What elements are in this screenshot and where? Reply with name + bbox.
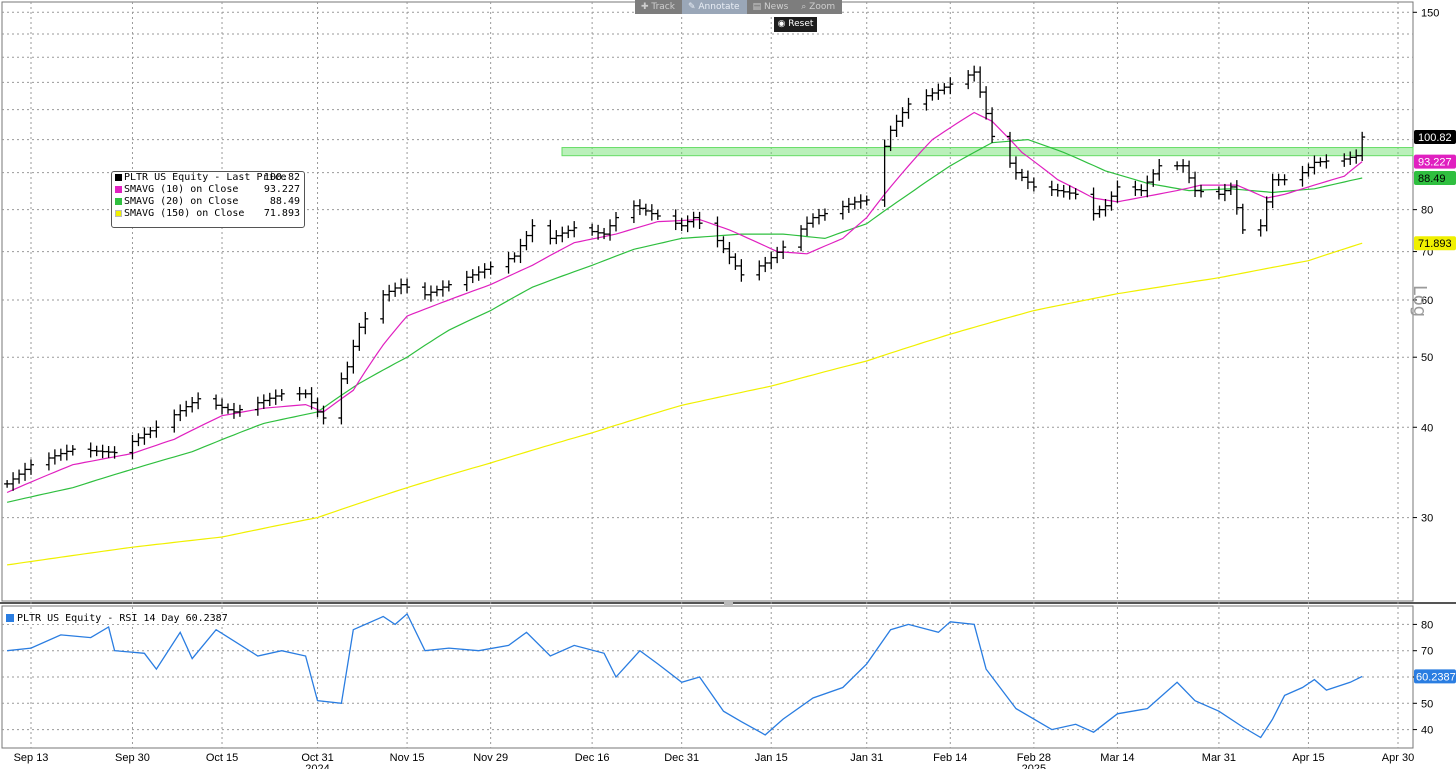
resistance-zone — [561, 147, 1414, 157]
last-value-badge — [1414, 170, 1456, 185]
news-button[interactable]: ▤ News — [752, 2, 789, 12]
rsi-legend[interactable]: PLTR US Equity - RSI 14 Day 60.2387 — [6, 613, 228, 624]
date-tick-label: Sep 13 — [14, 752, 49, 764]
rsi-last-value-badge — [1414, 669, 1456, 684]
log-scale-label[interactable]: Log — [1409, 285, 1430, 318]
legend-item-sma20: SMAVG (20) on Close 88.49 — [112, 196, 304, 208]
sma20-line — [6, 138, 1363, 503]
legend-value: 71.893 — [263, 208, 300, 219]
price-panel-border — [1, 1, 1414, 602]
date-tick-label: Apr 15 — [1292, 752, 1324, 764]
last-value-label: 71.893 — [1418, 238, 1452, 250]
track-button[interactable]: ✚ Track — [641, 2, 675, 12]
legend-item-sma10: SMAVG (10) on Close 93.227 — [112, 184, 304, 196]
date-tick-label: Dec 16 — [575, 752, 610, 764]
reset-button[interactable]: ◉ Reset — [774, 17, 817, 32]
rsi-line — [7, 612, 1363, 739]
chart-toolbar: ✚ Track ✎ Annotate ▤ News ⌕ Zoom — [635, 0, 843, 14]
legend-item-price: PLTR US Equity - Last Price 100.82 — [112, 172, 304, 184]
legend-item-sma150: SMAVG (150) on Close 71.893 — [112, 208, 304, 220]
date-tick-label: Feb 28 — [1017, 752, 1051, 764]
last-value-label: 100.82 — [1418, 132, 1452, 144]
date-tick-label: Feb 14 — [933, 752, 967, 764]
reset-label: Reset — [788, 19, 814, 29]
last-value-label: 88.49 — [1418, 173, 1446, 185]
zoom-button[interactable]: ⌕ Zoom — [801, 2, 836, 12]
date-tick-label: Dec 31 — [664, 752, 699, 764]
date-tick-label: Nov 29 — [473, 752, 508, 764]
price-tick-label: 30 — [1421, 513, 1433, 525]
date-tick-label: Sep 30 — [115, 752, 150, 764]
last-value-label: 93.227 — [1418, 157, 1452, 169]
legend-label: SMAVG (150) on Close — [124, 208, 245, 219]
rsi-legend-label: PLTR US Equity - RSI 14 Day 60.2387 — [17, 613, 228, 624]
rsi-tick-label: 50 — [1421, 698, 1433, 710]
track-label: Track — [651, 2, 675, 12]
legend-label: SMAVG (10) on Close — [124, 184, 239, 195]
price-tick-label: 60 — [1421, 295, 1433, 307]
panel-resize-handle — [724, 601, 733, 605]
sma10-line — [6, 111, 1363, 494]
rsi-last-value-label: 60.2387 — [1416, 671, 1456, 683]
price-legend[interactable]: PLTR US Equity - Last Price 100.82 SMAVG … — [111, 171, 305, 228]
legend-value: 100.82 — [263, 172, 300, 183]
legend-value: 88.49 — [269, 196, 300, 207]
price-tick-label: 40 — [1421, 422, 1433, 434]
date-tick-label: Oct 31 — [301, 752, 333, 764]
sma150-line — [7, 242, 1363, 566]
last-value-badge — [1414, 130, 1456, 145]
date-tick-label: Mar 31 — [1202, 752, 1236, 764]
date-tick-label: Jan 31 — [850, 752, 883, 764]
rsi-tick-label: 70 — [1421, 646, 1433, 658]
news-label: News — [763, 2, 789, 12]
annotate-button[interactable]: ✎ Annotate — [681, 0, 747, 14]
price-tick-label: 50 — [1421, 352, 1433, 364]
annotate-label: Annotate — [698, 2, 740, 12]
price-tick-label: 80 — [1421, 205, 1433, 217]
legend-label: PLTR US Equity - Last Price — [124, 172, 287, 183]
price-tick-label: 150 — [1421, 7, 1439, 19]
date-tick-label: Nov 15 — [390, 752, 425, 764]
rsi-swatch — [6, 614, 14, 622]
last-value-badge — [1414, 236, 1456, 251]
date-tick-label: Jan 15 — [755, 752, 788, 764]
date-tick-label: Mar 14 — [1100, 752, 1134, 764]
date-tick-label: Oct 15 — [206, 752, 238, 764]
rsi-tick-label: 80 — [1421, 619, 1433, 631]
legend-label: SMAVG (20) on Close — [124, 196, 239, 207]
rsi-tick-label: 40 — [1421, 725, 1433, 737]
legend-value: 93.227 — [263, 184, 300, 195]
last-value-badge — [1414, 154, 1456, 169]
date-tick-label: Apr 30 — [1382, 752, 1414, 764]
zoom-label: Zoom — [809, 2, 836, 12]
year-label: 2024 — [305, 763, 329, 769]
year-label: 2025 — [1022, 763, 1046, 769]
